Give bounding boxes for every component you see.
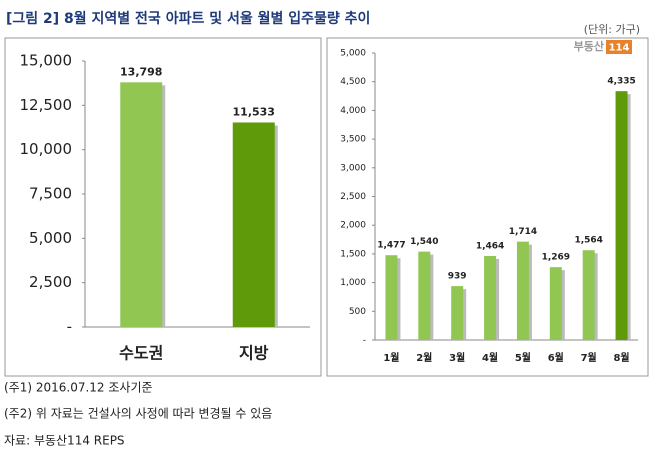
y-tick-label: 3,000 (340, 163, 366, 173)
bar (451, 286, 464, 340)
x-tick-label: 4월 (482, 352, 498, 364)
y-tick-label: - (67, 318, 72, 336)
y-tick-label: 7,500 (29, 185, 72, 203)
value-label: 11,533 (233, 105, 275, 118)
bar (549, 267, 562, 340)
y-tick-label: 1,500 (340, 249, 366, 259)
value-label: 1,714 (509, 227, 537, 237)
note: 자료: 부동산114 REPS (4, 434, 125, 448)
y-tick-label: 2,500 (340, 192, 366, 202)
value-label: 1,269 (542, 253, 570, 263)
bar (232, 122, 275, 327)
y-tick-label: 5,000 (340, 49, 366, 59)
bar (418, 251, 431, 340)
unit: (단위: 가구) (584, 23, 640, 36)
x-tick-label: 5월 (515, 352, 531, 364)
x-tick-label: 수도권 (119, 344, 163, 363)
y-tick-label: 4,500 (340, 77, 366, 87)
note: (주2) 위 자료는 건설사의 사정에 따라 변경될 수 있음 (4, 407, 272, 421)
bar (582, 250, 595, 340)
y-tick-label: 4,000 (340, 106, 366, 116)
y-tick-label: 5,000 (29, 229, 72, 247)
bar (484, 255, 497, 340)
note: (주1) 2016.07.12 조사기준 (4, 381, 153, 395)
y-tick-label: 3,500 (340, 135, 366, 145)
y-tick-label: - (363, 336, 366, 346)
x-tick-label: 8월 (613, 352, 629, 364)
value-label: 4,335 (607, 77, 635, 87)
x-tick-label: 2월 (416, 352, 432, 364)
x-tick-label: 7월 (581, 352, 597, 364)
value-label: 1,540 (410, 237, 438, 247)
y-tick-label: 10,000 (20, 140, 73, 158)
bar (120, 82, 163, 328)
value-label: 939 (448, 272, 467, 282)
y-tick-label: 12,500 (20, 96, 73, 114)
panel-left (4, 37, 322, 377)
y-tick-label: 15,000 (20, 52, 73, 70)
y-tick-label: 2,500 (29, 273, 72, 291)
y-tick-label: 500 (349, 307, 366, 317)
title: [그림 2] 8월 지역별 전국 아파트 및 서울 월별 입주물량 추이 (6, 10, 370, 27)
bar (385, 255, 398, 340)
x-tick-label: 지방 (239, 344, 269, 363)
x-tick-label: 6월 (548, 352, 564, 364)
value-label: 1,477 (377, 241, 405, 251)
logo-text: 부동산 (574, 39, 604, 53)
panel-right (326, 37, 649, 377)
value-label: 1,564 (574, 236, 602, 246)
x-tick-label: 1월 (383, 352, 399, 364)
value-label: 13,798 (120, 65, 162, 78)
y-tick-label: 1,000 (340, 278, 366, 288)
bar (615, 91, 628, 341)
logo-box (606, 40, 632, 54)
y-tick-label: 2,000 (340, 221, 366, 231)
bar (516, 241, 529, 340)
logo-number: 114 (609, 43, 630, 54)
x-tick-label: 3월 (449, 352, 465, 364)
value-label: 1,464 (476, 241, 504, 251)
